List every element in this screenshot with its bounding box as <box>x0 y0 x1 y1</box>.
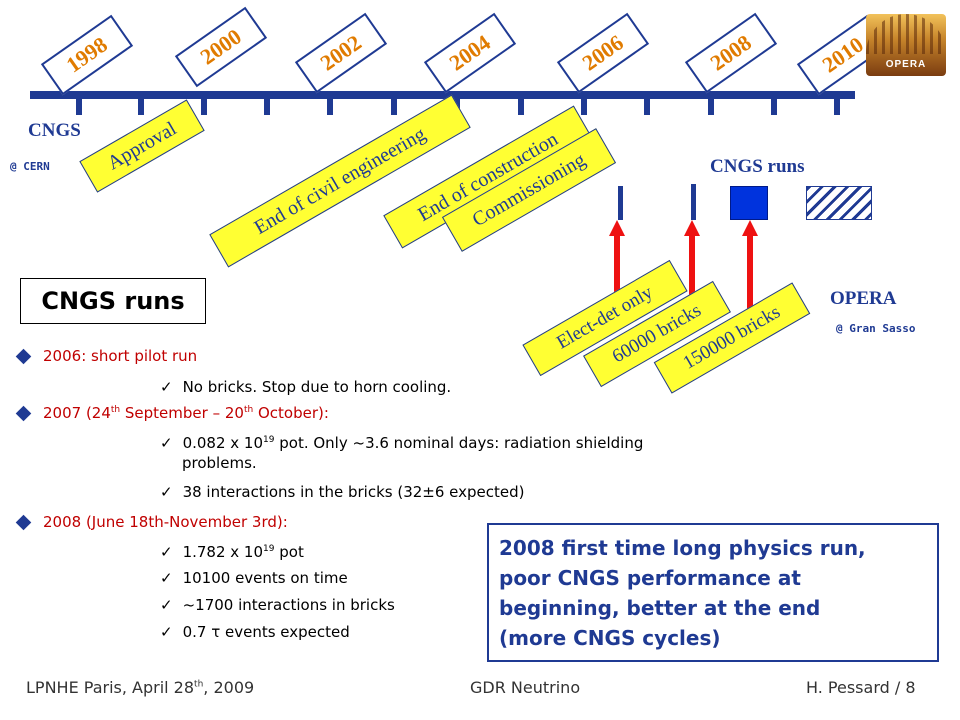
check-icon: ✓ <box>160 596 173 614</box>
year-label: 2002 <box>294 12 388 94</box>
highlight-line: (more CNGS cycles) <box>499 626 721 650</box>
phase-arrows <box>609 220 758 330</box>
run-marker-2008 <box>730 186 768 220</box>
bullet-2007-item1-sup: 19 <box>263 435 275 445</box>
year-2007: 2007 <box>43 404 82 422</box>
opera-label: OPERA <box>830 288 897 309</box>
check-icon: ✓ <box>160 378 173 396</box>
bullet-2007-item1-pre: 0.082 x 10 <box>182 434 264 452</box>
arrow-head-elect <box>609 220 625 236</box>
cern-label: @ CERN <box>10 160 50 173</box>
bullet-2007-item2-text: 38 interactions in the bricks (32±6 expe… <box>182 483 525 501</box>
bullet-2007-item1: ✓ 0.082 x 1019 pot. Only ~3.6 nominal day… <box>160 434 870 452</box>
bullet-2007: 2007 (24th September – 20th October): <box>15 404 329 422</box>
timeline-tick <box>327 95 333 115</box>
timeline-tick <box>518 95 524 115</box>
milestone-civil-engineering: End of civil engineering <box>209 94 471 268</box>
footer-left-pre: LPNHE Paris, April 28 <box>26 678 195 697</box>
arrow-shaft-elect <box>614 234 620 304</box>
timeline-tick <box>201 95 207 115</box>
highlight-line: 2008 first time long physics run, <box>499 536 866 560</box>
bullet-2008-item2: ✓ 10100 events on time <box>160 569 348 587</box>
year-label: 2000 <box>174 6 268 88</box>
logo-text: OPERA <box>885 59 927 70</box>
bullet-2007-text-mid: September – 20 <box>120 404 244 422</box>
footer-right: H. Pessard / 8 <box>806 678 916 697</box>
opera-logo: OPERA <box>866 14 946 76</box>
bullet-2008-item4: ✓ 0.7 τ events expected <box>160 623 350 641</box>
year-label: 1998 <box>40 14 134 96</box>
bullet-2008-item1-sup: 19 <box>263 544 275 554</box>
check-icon: ✓ <box>160 483 173 501</box>
check-icon: ✓ <box>160 623 173 641</box>
bullet-2006-text: : short pilot run <box>81 347 198 365</box>
bullet-2006-item: ✓ No bricks. Stop due to horn cooling. <box>160 378 451 396</box>
year-label: 2008 <box>684 12 778 94</box>
arrow-head-150000 <box>742 220 758 236</box>
bullet-2008-item2-text: 10100 events on time <box>182 569 348 587</box>
diamond-bullet-icon <box>15 405 32 422</box>
check-icon: ✓ <box>160 543 173 561</box>
bullet-2007-sup2: th <box>243 405 254 415</box>
bullet-2007-text-pre: (24 <box>81 404 111 422</box>
bullet-2008-item4-text: 0.7 τ events expected <box>182 623 350 641</box>
bullet-2008-item1-post: pot <box>274 543 304 561</box>
year-2008: 2008 <box>43 513 82 531</box>
gran-sasso-label: @ Gran Sasso <box>836 322 916 335</box>
arrow-head-60000 <box>684 220 700 236</box>
run-marker-2006 <box>618 186 623 220</box>
run-marker-future <box>806 186 872 220</box>
timeline-tick <box>581 95 587 115</box>
timeline-tick <box>771 95 777 115</box>
timeline-tick <box>708 95 714 115</box>
bullet-2008: 2008 (June 18th-November 3rd): <box>15 513 288 531</box>
diamond-bullet-icon <box>15 514 32 531</box>
highlight-line: beginning, better at the end <box>499 596 821 620</box>
footer-left-post: , 2009 <box>203 678 255 697</box>
arrow-shaft-60000 <box>689 234 695 314</box>
title-box: CNGS runs <box>20 278 206 324</box>
timeline-tick <box>391 95 397 115</box>
highlight-line: poor CNGS performance at <box>499 566 801 590</box>
bullet-2008-text: (June 18th-November 3rd): <box>81 513 288 531</box>
bullet-2008-item1: ✓ 1.782 x 1019 pot <box>160 543 304 561</box>
timeline-tick <box>138 95 144 115</box>
timeline-tick <box>264 95 270 115</box>
check-icon: ✓ <box>160 434 173 452</box>
check-icon: ✓ <box>160 569 173 587</box>
bullet-2006: 2006: short pilot run <box>15 347 198 365</box>
bullet-2006-item-text: No bricks. Stop due to horn cooling. <box>182 378 452 396</box>
bullet-2007-sup1: th <box>110 405 121 415</box>
year-2006: 2006 <box>43 347 82 365</box>
footer-center: GDR Neutrino <box>470 678 581 697</box>
year-label: 2006 <box>556 12 650 94</box>
bullet-2008-item3: ✓ ~1700 interactions in bricks <box>160 596 395 614</box>
footer-left: LPNHE Paris, April 28th, 2009 <box>26 678 254 697</box>
bullet-2008-item3-text: ~1700 interactions in bricks <box>182 596 395 614</box>
run-marker-2007 <box>691 184 696 220</box>
bullet-2007-item1-post: pot. Only ~3.6 nominal days: radiation s… <box>274 434 644 452</box>
cngs-label: CNGS <box>28 120 81 141</box>
footer-left-sup: th <box>194 679 204 690</box>
bullet-2008-item1-pre: 1.782 x 10 <box>182 543 264 561</box>
year-label: 2004 <box>423 12 517 94</box>
timeline-tick <box>644 95 650 115</box>
arrow-shaft-150000 <box>747 234 753 330</box>
logo-arches <box>866 14 946 54</box>
timeline-axis <box>30 91 855 99</box>
timeline-tick <box>834 95 840 115</box>
bullet-2007-text-post: October): <box>253 404 329 422</box>
bullet-2007-item1-line2: problems. <box>182 454 257 472</box>
cngs-runs-header: CNGS runs <box>710 156 805 177</box>
bullet-2007-item2: ✓ 38 interactions in the bricks (32±6 exp… <box>160 483 524 501</box>
diamond-bullet-icon <box>15 348 32 365</box>
highlight-box: 2008 first time long physics run, poor C… <box>487 523 939 662</box>
timeline-tick <box>76 95 82 115</box>
